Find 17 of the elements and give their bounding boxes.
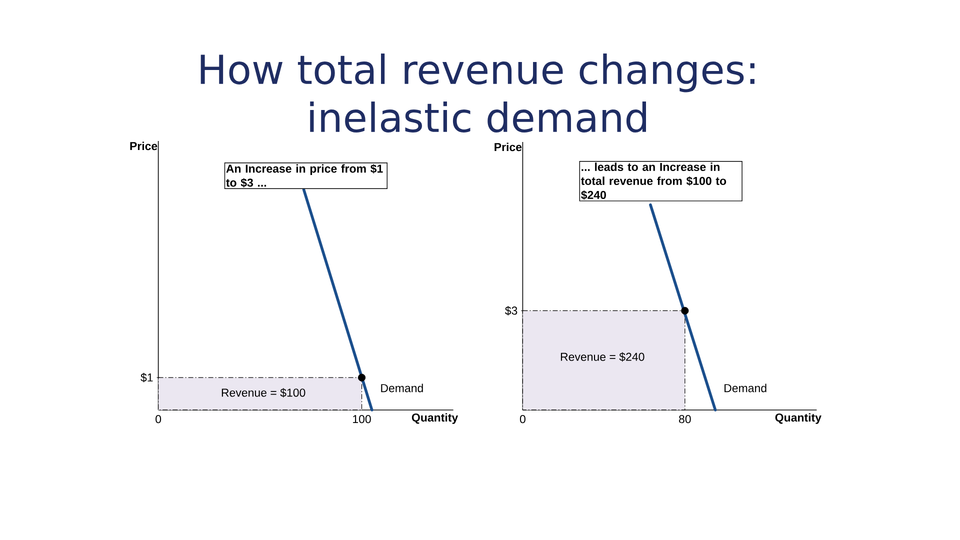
x-tick-label: 80 [679,415,691,424]
series-label: Demand [724,384,766,392]
x-tick-label: 100 [353,415,371,424]
x-axis-title: Quantity [775,413,822,424]
y-tick-label: $3 [505,306,518,316]
x-tick-label: 0 [520,415,526,424]
series-label: Demand [381,384,423,392]
annotation: ... leads to an Increase in total revenue from $100 to $240 [580,162,726,200]
x-tick-label: 0 [156,415,162,424]
annotation: Revenue = $240 [560,352,644,362]
y-axis-title: Price [130,142,158,150]
annotation: Revenue = $100 [222,388,306,398]
chart-title: How total revenue changes: inelastic demand [200,54,754,132]
x-axis-title: Quantity [412,413,458,424]
annotation: An Increase in price from $1 to $3 ... [226,164,383,188]
y-tick-label: $1 [140,372,153,382]
y-axis-title: Price [494,142,522,152]
